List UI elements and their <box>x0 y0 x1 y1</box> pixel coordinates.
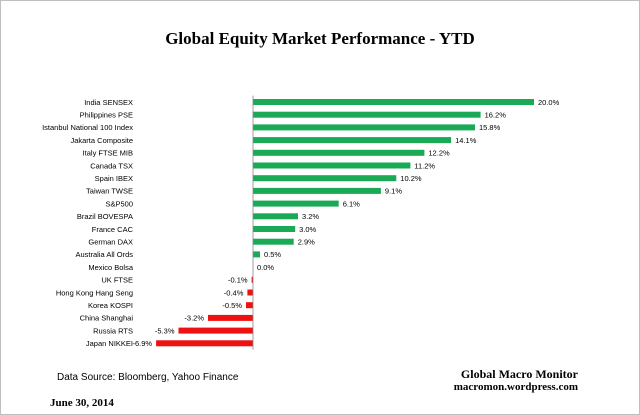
bar-italy-ftse-mib <box>253 149 425 156</box>
data-label-china-shanghai: -3.2% <box>184 314 204 323</box>
data-source-note: Data Source: Bloomberg, Yahoo Finance <box>57 372 239 383</box>
data-label-spain-ibex: 10.2% <box>400 174 422 183</box>
data-label-italy-ftse-mib: 12.2% <box>428 149 450 158</box>
bar-spain-ibex <box>253 175 397 182</box>
bar-russia-rts <box>178 327 253 334</box>
category-label-spain-ibex: Spain IBEX <box>95 174 133 183</box>
bar-german-dax <box>253 238 294 245</box>
category-label-india-sensex: India SENSEX <box>84 98 133 107</box>
category-label-jakarta-composite: Jakarta Composite <box>70 136 133 145</box>
category-label-s-p500: S&P500 <box>105 199 133 208</box>
date-label: June 30, 2014 <box>50 397 114 409</box>
data-label-mexico-bolsa: 0.0% <box>257 263 274 272</box>
data-label-japan-nikkei: -6.9% <box>133 339 153 348</box>
bar-japan-nikkei <box>156 340 253 347</box>
data-label-taiwan-twse: 9.1% <box>385 187 402 196</box>
bar-s-p500 <box>253 200 339 207</box>
category-label-korea-kospi: Korea KOSPI <box>88 301 133 310</box>
category-label-german-dax: German DAX <box>88 238 133 247</box>
bar-taiwan-twse <box>253 187 381 194</box>
category-label-china-shanghai: China Shanghai <box>80 314 134 323</box>
data-label-jakarta-composite: 14.1% <box>455 136 477 145</box>
bars-group <box>156 99 534 347</box>
data-label-korea-kospi: -0.5% <box>222 301 242 310</box>
data-label-hong-kong-hang-seng: -0.4% <box>224 288 244 297</box>
bar-india-sensex <box>253 99 534 105</box>
brand-site: macromon.wordpress.com <box>453 381 578 393</box>
bar-philippines-pse <box>253 111 481 118</box>
data-label-uk-ftse: -0.1% <box>228 276 248 285</box>
data-label-australia-all-ords: 0.5% <box>264 250 281 259</box>
chart-title: Global Equity Market Performance - YTD <box>165 29 475 48</box>
data-label-philippines-pse: 16.2% <box>485 111 507 120</box>
data-label-istanbul-national-100-index: 15.8% <box>479 123 501 132</box>
labels-group: India SENSEX 20.0% Philippines PSE 16.2% Ist… <box>42 98 560 348</box>
bar-uk-ftse <box>251 276 253 283</box>
category-label-mexico-bolsa: Mexico Bolsa <box>88 263 133 272</box>
category-label-australia-all-ords: Australia All Ords <box>75 250 133 259</box>
data-label-russia-rts: -5.3% <box>155 326 175 335</box>
data-label-india-sensex: 20.0% <box>538 98 560 107</box>
category-label-uk-ftse: UK FTSE <box>101 276 133 285</box>
bar-istanbul-national-100-index <box>253 124 475 131</box>
bar-hong-kong-hang-seng <box>247 289 253 296</box>
category-label-hong-kong-hang-seng: Hong Kong Hang Seng <box>56 288 133 297</box>
bar-australia-all-ords <box>253 251 260 258</box>
category-label-japan-nikkei: Japan NIKKEI <box>86 339 133 348</box>
category-label-canada-tsx: Canada TSX <box>90 161 133 170</box>
data-label-german-dax: 2.9% <box>298 238 315 247</box>
bar-jakarta-composite <box>253 137 452 144</box>
category-label-france-cac: France CAC <box>92 225 134 234</box>
data-label-canada-tsx: 11.2% <box>414 161 435 170</box>
bar-brazil-bovespa <box>253 213 298 220</box>
bar-korea-kospi <box>246 302 253 309</box>
category-label-russia-rts: Russia RTS <box>93 326 133 335</box>
brand-name: Global Macro Monitor <box>460 367 578 381</box>
bar-canada-tsx <box>253 162 411 169</box>
category-label-philippines-pse: Philippines PSE <box>80 111 133 120</box>
data-label-s-p500: 6.1% <box>343 199 360 208</box>
bar-china-shanghai <box>208 314 253 321</box>
category-label-istanbul-national-100-index: Istanbul National 100 Index <box>42 123 133 132</box>
data-label-france-cac: 3.0% <box>299 225 316 234</box>
data-label-brazil-bovespa: 3.2% <box>302 212 319 221</box>
category-label-italy-ftse-mib: Italy FTSE MIB <box>83 149 133 158</box>
category-label-brazil-bovespa: Brazil BOVESPA <box>77 212 133 221</box>
bar-france-cac <box>253 226 296 232</box>
category-label-taiwan-twse: Taiwan TWSE <box>86 187 133 196</box>
